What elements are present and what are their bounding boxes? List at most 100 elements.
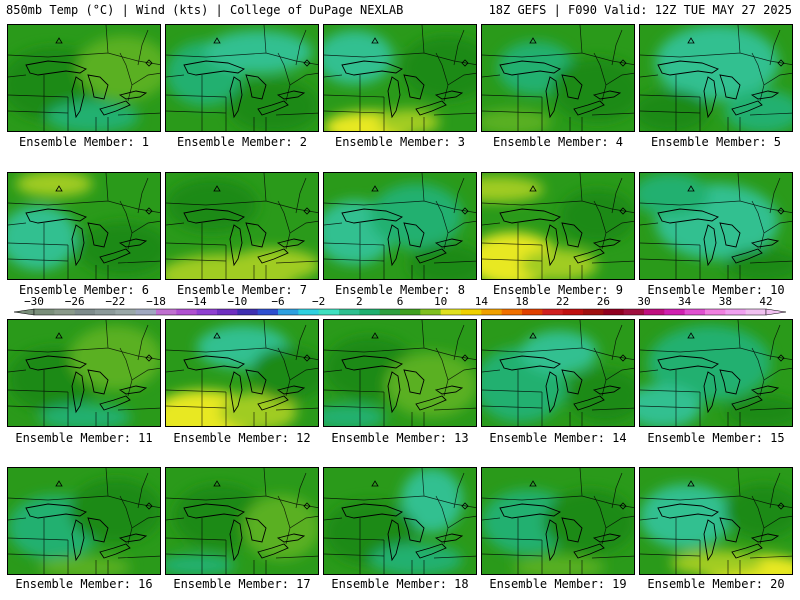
marker-icon xyxy=(145,502,153,510)
temperature-region xyxy=(520,330,598,374)
temperature-region xyxy=(173,484,267,549)
colorbar-segment xyxy=(115,309,137,315)
temperature-map xyxy=(324,25,476,131)
temperature-region xyxy=(543,489,634,555)
ensemble-member-label: Ensemble Member: 16 xyxy=(15,577,153,591)
colorbar-tick-label: −22 xyxy=(105,295,126,308)
marker-icon xyxy=(371,332,379,339)
colorbar-segment xyxy=(400,309,421,315)
map-title: 850mb Temp (°C) | Wind (kts) | College o… xyxy=(6,3,404,17)
marker-icon xyxy=(213,332,221,339)
great-lakes-outline xyxy=(25,208,148,267)
great-lakes-outline xyxy=(183,503,306,562)
colorbar-segment xyxy=(95,309,116,315)
boundary-lines xyxy=(166,468,318,574)
colorbar-segment xyxy=(420,309,442,315)
temperature-map xyxy=(640,173,792,279)
ensemble-map-panel xyxy=(481,319,635,427)
great-lakes-outline xyxy=(657,355,780,414)
great-lakes-outline xyxy=(499,208,622,267)
temperature-map xyxy=(324,468,476,574)
temperature-region xyxy=(482,176,544,203)
colorbar-tick-label: −30 xyxy=(24,295,44,308)
colorbar-tick-label: −18 xyxy=(146,295,166,308)
marker-icon xyxy=(687,37,695,44)
great-lakes-outline xyxy=(499,503,622,562)
temperature-region xyxy=(647,325,771,401)
great-lakes-outline xyxy=(183,208,306,267)
great-lakes-outline xyxy=(183,355,306,414)
colorbar-bar xyxy=(13,308,787,316)
marker-icon xyxy=(303,59,311,67)
great-lakes-outline xyxy=(657,503,780,562)
great-lakes-outline xyxy=(341,503,464,562)
boundary-lines xyxy=(166,173,318,279)
temperature-map xyxy=(482,173,634,279)
temperature-region xyxy=(640,384,702,426)
marker-icon xyxy=(303,502,311,510)
colorbar-right-arrow xyxy=(765,308,787,316)
ensemble-member-label: Ensemble Member: 5 xyxy=(650,135,782,149)
colorbar-segment xyxy=(176,309,198,315)
temperature-region xyxy=(640,89,710,131)
temperature-region xyxy=(655,25,779,101)
ensemble-member-label: Ensemble Member: 1 xyxy=(18,135,150,149)
ensemble-map-panel xyxy=(323,24,477,132)
temperature-map xyxy=(8,320,160,426)
ensemble-member-label: Ensemble Member: 3 xyxy=(334,135,466,149)
boundary-lines xyxy=(166,320,318,426)
colorbar-tick-label: 34 xyxy=(678,295,692,308)
temperature-region xyxy=(640,173,710,217)
ensemble-member-label: Ensemble Member: 14 xyxy=(489,431,627,445)
marker-icon xyxy=(371,480,379,487)
marker-icon xyxy=(461,59,469,67)
colorbar-tick-label: 14 xyxy=(474,295,488,308)
colorbar-tick-label: 2 xyxy=(356,295,363,308)
ensemble-member-label: Ensemble Member: 8 xyxy=(334,283,466,297)
great-lakes-outline xyxy=(25,60,148,119)
marker-icon xyxy=(213,185,221,192)
marker-icon xyxy=(303,354,311,362)
ensemble-map-panel xyxy=(481,467,635,575)
temperature-region xyxy=(46,100,139,131)
colorbar-tick-label: −10 xyxy=(227,295,248,308)
colorbar-tick-label: −14 xyxy=(186,295,207,308)
temperature-map xyxy=(8,468,160,574)
ensemble-member-label: Ensemble Member: 18 xyxy=(331,577,469,591)
marker-icon xyxy=(213,37,221,44)
colorbar-segment xyxy=(542,309,564,315)
temperature-map xyxy=(8,173,160,279)
marker-icon xyxy=(687,185,695,192)
colorbar-tick-label: −6 xyxy=(271,295,285,308)
ensemble-map-panel xyxy=(165,24,319,132)
great-lakes-outline xyxy=(25,503,148,562)
ensemble-member-label: Ensemble Member: 13 xyxy=(331,431,469,445)
boundary-lines xyxy=(8,173,160,279)
marker-icon xyxy=(145,59,153,67)
temperature-region xyxy=(166,554,236,574)
colorbar-segment xyxy=(501,309,523,315)
temperature-region xyxy=(551,57,634,123)
temperature-region xyxy=(724,484,792,539)
temperature-map xyxy=(166,468,318,574)
marker-icon xyxy=(145,207,153,215)
colorbar-segment xyxy=(684,309,706,315)
ensemble-member-label: Ensemble Member: 4 xyxy=(492,135,624,149)
colorbar-segment xyxy=(257,309,279,315)
marker-icon xyxy=(529,480,537,487)
marker-icon xyxy=(619,502,627,510)
marker-icon xyxy=(777,354,785,362)
marker-icon xyxy=(687,332,695,339)
marker-icon xyxy=(777,59,785,67)
great-lakes-outline xyxy=(657,208,780,267)
colorbar-segment xyxy=(440,309,462,315)
marker-icon xyxy=(461,207,469,215)
boundary-lines xyxy=(640,320,792,426)
colorbar-segment xyxy=(339,309,360,315)
colorbar-tick-label: 18 xyxy=(515,295,529,308)
ensemble-member-label: Ensemble Member: 2 xyxy=(176,135,308,149)
ensemble-member-label: Ensemble Member: 11 xyxy=(15,431,153,445)
temperature-map xyxy=(166,173,318,279)
marker-icon xyxy=(529,37,537,44)
colorbar-segment xyxy=(196,309,218,315)
